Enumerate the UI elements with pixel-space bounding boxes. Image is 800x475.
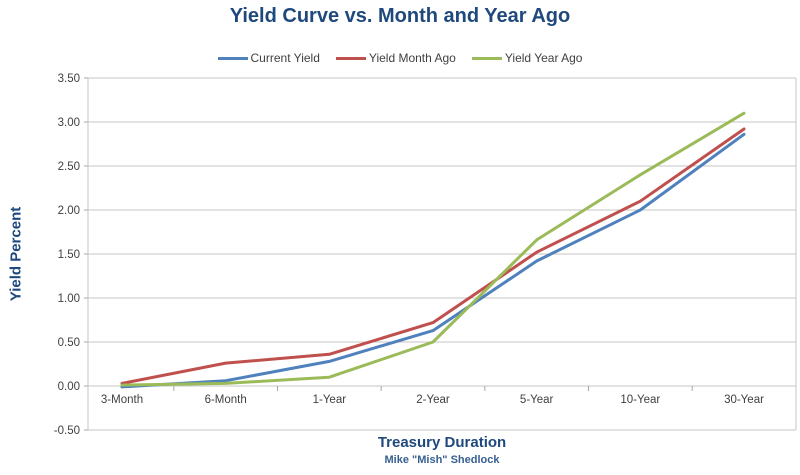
y-tick-label: 2.50 [58,161,80,173]
legend-swatch-current-yield-icon [217,56,248,60]
legend-label-current-yield: Current Yield [250,51,320,65]
series-line-yield-year-ago [120,111,746,387]
y-tick-label: 0.00 [58,381,80,393]
y-tick-label: 3.00 [58,117,80,129]
chart-credit: Mike "Mish" Shedlock [384,454,500,466]
y-tick-label: -0.50 [54,425,80,437]
chart-legend: Current Yield Yield Month Ago Yield Year… [0,51,800,65]
x-tick-label: 10-Year [620,394,660,406]
y-axis-title: Yield Percent [7,206,25,302]
y-tick-label: 3.50 [58,73,80,85]
series-line-current-yield [120,132,746,389]
y-tick-label: 1.50 [58,249,80,261]
legend-item-yield-month-ago: Yield Month Ago [335,51,456,65]
x-tick-label: 2-Year [416,394,450,406]
y-tick-label: 1.00 [58,293,80,305]
x-tick-label: 6-Month [205,394,247,406]
x-tick-label: 30-Year [724,394,764,406]
legend-item-yield-year-ago: Yield Year Ago [471,51,583,65]
x-tick-label: 3-Month [101,394,143,406]
series-line-yield-month-ago [120,127,746,385]
x-tick-label: 1-Year [313,394,347,406]
legend-item-current-yield: Current Yield [217,51,320,65]
legend-label-yield-month-ago: Yield Month Ago [368,51,456,65]
y-tick-label: 0.50 [58,337,80,349]
chart-title: Yield Curve vs. Month and Year Ago [229,5,571,27]
x-tick-label: 5-Year [520,394,554,406]
legend-swatch-yield-year-ago-icon [471,56,502,60]
legend-swatch-yield-month-ago-icon [335,56,366,60]
legend-label-yield-year-ago: Yield Year Ago [504,51,583,65]
x-axis-title: Treasury Duration [377,434,507,451]
y-tick-label: 2.00 [58,205,80,217]
